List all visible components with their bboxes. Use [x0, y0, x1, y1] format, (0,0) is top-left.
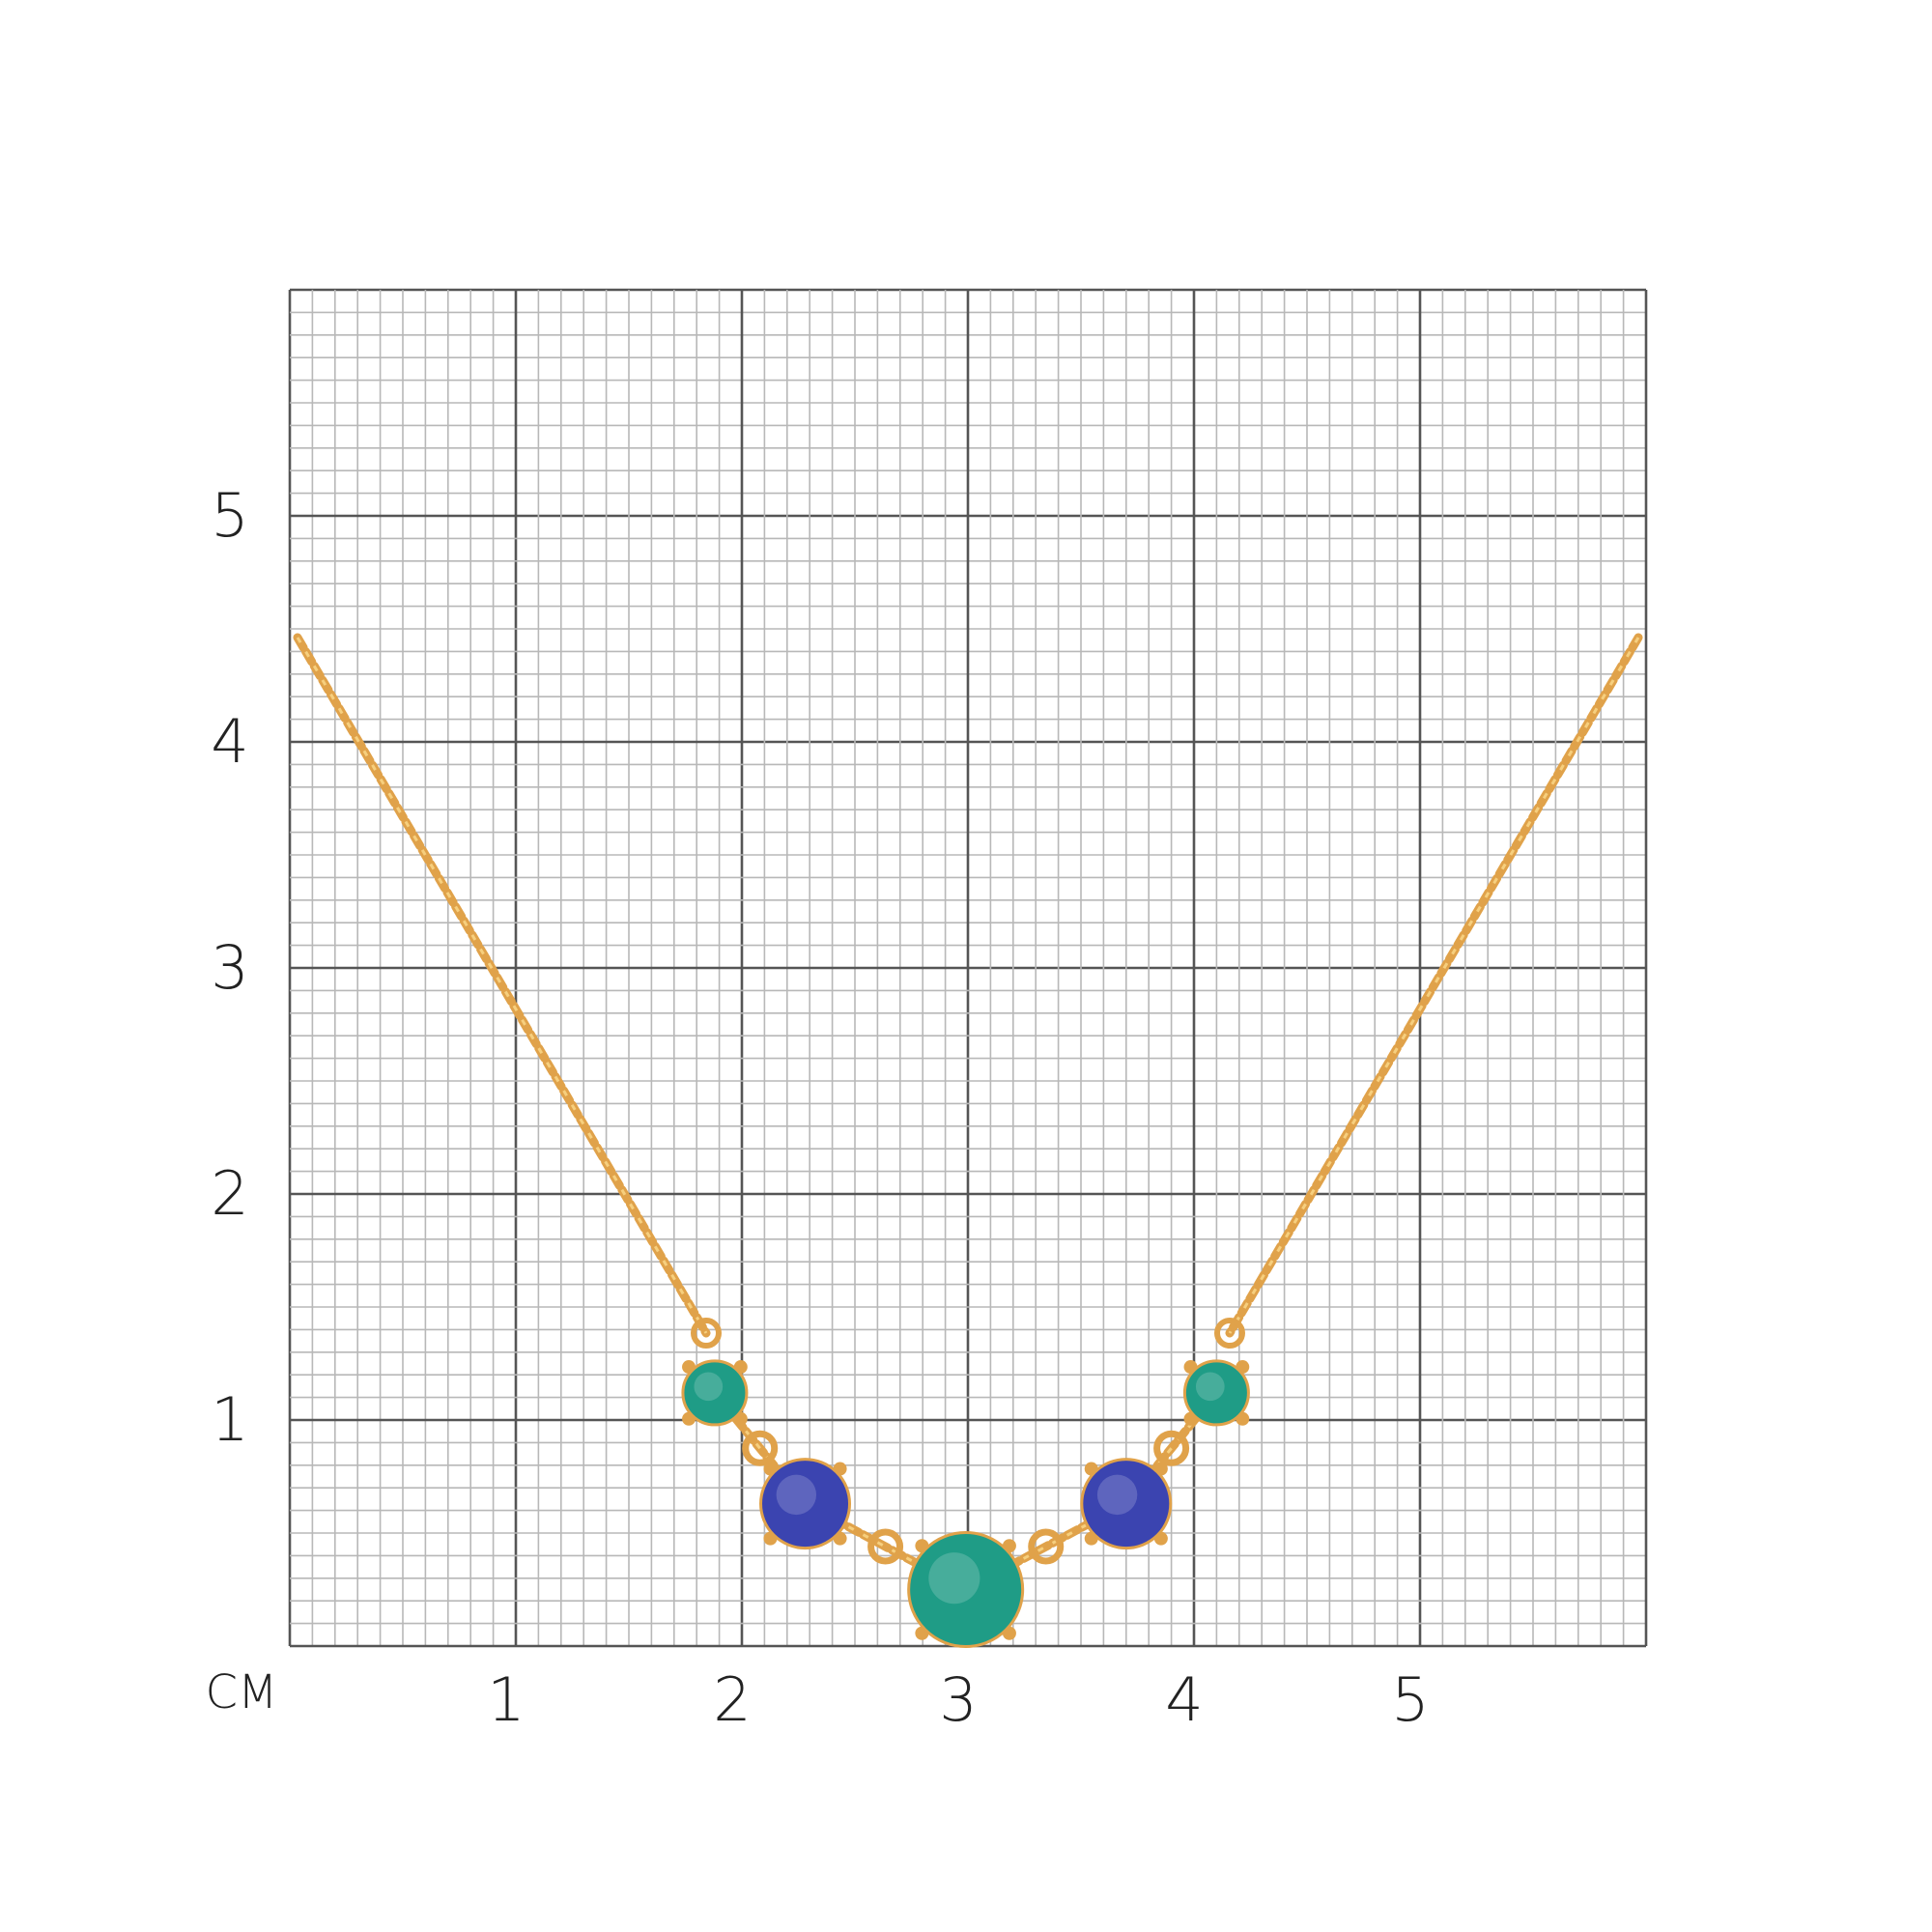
- x-axis-label: 3: [939, 1664, 978, 1735]
- blue-gemstone: [759, 1458, 852, 1550]
- x-axis-label: 5: [1391, 1664, 1430, 1735]
- jump-ring: [1153, 1430, 1190, 1466]
- x-axis-label: 1: [487, 1664, 526, 1735]
- x-axis-label: 2: [713, 1664, 752, 1735]
- gemstone-facet: [776, 1474, 817, 1516]
- y-axis-label: 2: [211, 1158, 249, 1229]
- y-axis-label: 5: [211, 480, 249, 551]
- jump-ring: [867, 1528, 904, 1565]
- jump-ring: [691, 1318, 722, 1349]
- green-gemstone: [907, 1531, 1025, 1648]
- jump-ring: [1214, 1318, 1245, 1349]
- unit-label: СМ: [205, 1665, 278, 1719]
- jump-ring: [1028, 1528, 1065, 1565]
- gemstone-facet: [1195, 1372, 1225, 1402]
- necklace-image: [293, 633, 1643, 1648]
- green-gemstone: [681, 1359, 749, 1427]
- green-gemstone: [1182, 1359, 1250, 1427]
- gemstone-facet: [1096, 1474, 1138, 1516]
- y-axis-label: 4: [211, 706, 249, 777]
- chain-highlight: [1228, 637, 1640, 1334]
- gemstone-facet: [694, 1372, 724, 1402]
- x-axis-label: 4: [1165, 1664, 1204, 1735]
- y-axis-label: 1: [211, 1384, 249, 1455]
- jump-ring: [742, 1430, 779, 1466]
- gemstone-facet: [928, 1552, 980, 1605]
- y-axis-label: 3: [211, 932, 249, 1003]
- blue-gemstone: [1080, 1458, 1173, 1550]
- chain-highlight: [296, 637, 708, 1334]
